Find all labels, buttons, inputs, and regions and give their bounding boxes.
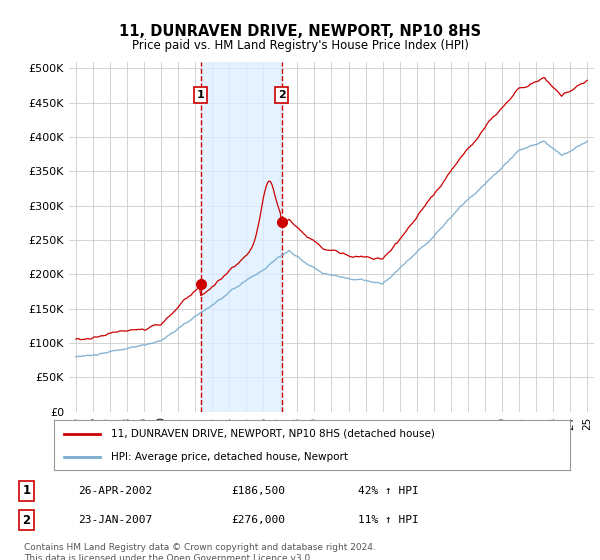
Text: 1: 1: [197, 90, 205, 100]
Text: 11, DUNRAVEN DRIVE, NEWPORT, NP10 8HS (detached house): 11, DUNRAVEN DRIVE, NEWPORT, NP10 8HS (d…: [111, 428, 434, 438]
Text: HPI: Average price, detached house, Newport: HPI: Average price, detached house, Newp…: [111, 452, 348, 462]
Text: 2: 2: [278, 90, 286, 100]
Text: Price paid vs. HM Land Registry's House Price Index (HPI): Price paid vs. HM Land Registry's House …: [131, 39, 469, 52]
Text: £276,000: £276,000: [231, 515, 285, 525]
Text: £186,500: £186,500: [231, 486, 285, 496]
Text: 11, DUNRAVEN DRIVE, NEWPORT, NP10 8HS: 11, DUNRAVEN DRIVE, NEWPORT, NP10 8HS: [119, 24, 481, 39]
Text: 26-APR-2002: 26-APR-2002: [78, 486, 152, 496]
Text: 42% ↑ HPI: 42% ↑ HPI: [358, 486, 418, 496]
Text: 1: 1: [22, 484, 31, 497]
Text: Contains HM Land Registry data © Crown copyright and database right 2024.
This d: Contains HM Land Registry data © Crown c…: [24, 543, 376, 560]
Bar: [200, 62, 281, 412]
Text: 23-JAN-2007: 23-JAN-2007: [78, 515, 152, 525]
Text: 11% ↑ HPI: 11% ↑ HPI: [358, 515, 418, 525]
Text: 2: 2: [22, 514, 31, 527]
